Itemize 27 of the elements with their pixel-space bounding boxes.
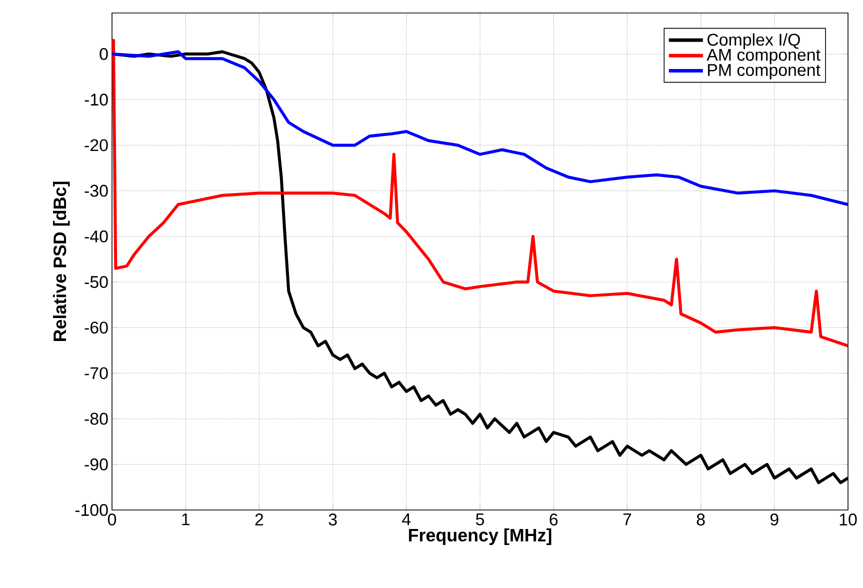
x-tick-label: 10: [840, 514, 857, 526]
x-tick-label: 0: [108, 514, 116, 526]
y-tick-label: -50: [84, 276, 108, 288]
y-tick-label: -70: [84, 367, 108, 380]
x-axis-title: Frequency [MHz]: [408, 528, 552, 546]
x-tick-label: 9: [770, 514, 778, 526]
x-tick-label: 1: [182, 514, 190, 526]
y-tick-label: -10: [84, 94, 108, 106]
x-tick-label: 7: [623, 514, 632, 526]
y-tick-label: -40: [84, 230, 108, 242]
y-tick-label: -60: [84, 322, 108, 334]
legend-label: PM component: [708, 64, 820, 80]
legend-label: Complex I/Q: [707, 33, 800, 50]
y-tick-label: -100: [75, 504, 108, 516]
x-tick-label: 4: [402, 514, 411, 526]
y-tick-label: -80: [84, 412, 108, 425]
x-tick-label: 2: [255, 514, 264, 526]
y-axis-title: Relative PSD [dBc]: [53, 182, 70, 341]
x-tick-label: 8: [696, 514, 705, 526]
y-tick-label: -20: [84, 139, 108, 152]
x-tick-label: 5: [476, 514, 484, 526]
legend-label: AM component: [706, 49, 820, 64]
x-tick-label: 6: [550, 514, 558, 526]
x-tick-label: 3: [328, 514, 337, 526]
y-tick-label: 0: [100, 48, 108, 60]
y-tick-label: -90: [84, 458, 108, 470]
y-tick-label: -30: [84, 184, 108, 197]
